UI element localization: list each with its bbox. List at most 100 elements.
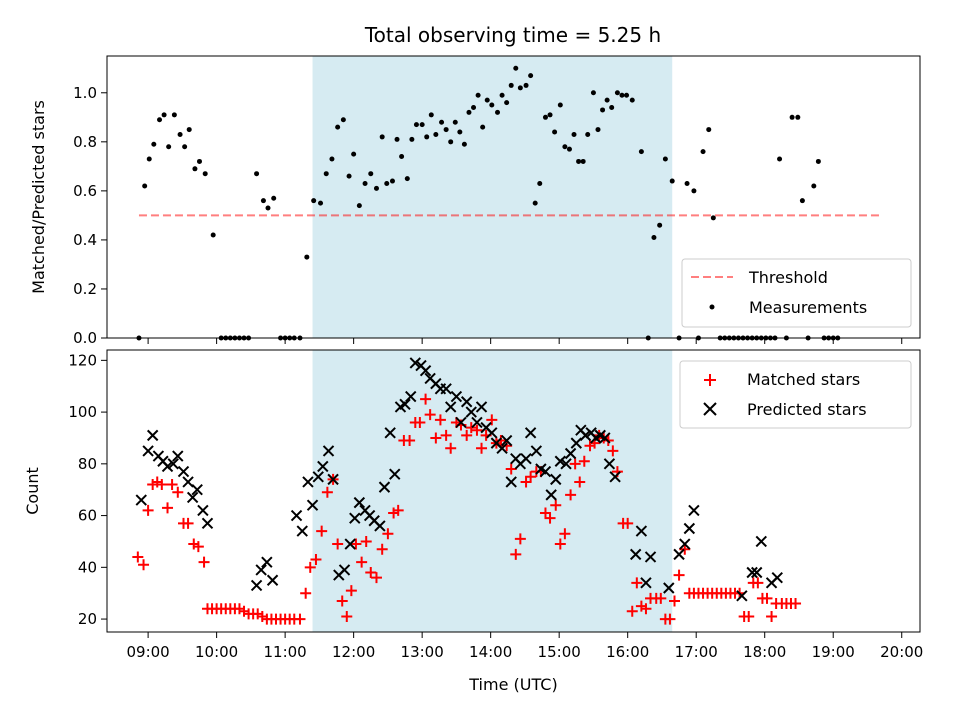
- predicted-star-point: [673, 548, 685, 561]
- matched-star-point: [404, 435, 416, 447]
- predicted-star-point: [344, 538, 356, 550]
- predicted-star-point: [135, 494, 147, 506]
- matched-star-point: [156, 479, 168, 491]
- predicted-star-point: [306, 499, 319, 511]
- predicted-star-point: [405, 390, 417, 403]
- top-ytick-label: 0.6: [73, 182, 97, 200]
- bottom-xtick-label: 17:00: [675, 643, 718, 661]
- measurement-point: [475, 92, 481, 98]
- measurement-point: [795, 114, 801, 120]
- measurement-point: [186, 127, 192, 133]
- predicted-star-point: [261, 556, 273, 568]
- measurement-point: [368, 171, 374, 177]
- predicted-star-point: [172, 450, 184, 462]
- top-legend-box: [681, 258, 912, 328]
- measurement-point: [254, 171, 260, 177]
- measurement-point: [404, 176, 410, 182]
- measurement-point: [537, 181, 543, 187]
- predicted-star-point: [167, 458, 179, 470]
- matched-star-point: [192, 541, 204, 553]
- measurement-point: [517, 85, 523, 91]
- predicted-star-point: [296, 525, 308, 537]
- matched-star-point: [766, 610, 778, 622]
- predicted-star-point: [755, 535, 767, 548]
- measurement-point: [600, 107, 606, 113]
- measurement-point: [471, 104, 477, 110]
- matched-star-point: [505, 463, 517, 475]
- measurement-point: [192, 166, 198, 172]
- measurement-point: [413, 122, 419, 128]
- measurement-point: [609, 104, 615, 110]
- measurement-point: [346, 173, 352, 179]
- measurement-point: [604, 97, 610, 103]
- matched-star-point: [392, 504, 404, 516]
- measurement-point: [466, 109, 472, 115]
- matched-star-point: [198, 556, 210, 568]
- predicted-star-point: [635, 525, 648, 537]
- measurement-point: [777, 156, 783, 162]
- predicted-star-point: [554, 455, 567, 467]
- measurement-point: [528, 73, 534, 79]
- matched-star-point: [664, 613, 676, 625]
- measurement-point: [789, 114, 795, 120]
- matched-star-point: [332, 538, 344, 550]
- measurement-point: [590, 90, 596, 96]
- matched-star-point: [321, 486, 333, 498]
- measurement-point: [461, 141, 467, 147]
- measurement-point: [335, 124, 341, 130]
- predicted-star-point: [255, 564, 267, 576]
- matched-star-point: [132, 551, 144, 563]
- measurement-point: [260, 198, 266, 204]
- bottom-y-axis: 20 40 60 80 100 120: [68, 351, 107, 628]
- matched-star-point: [424, 409, 436, 421]
- measurement-point: [351, 151, 357, 157]
- predicted-star-point: [399, 398, 411, 411]
- top-shaded-interval: [312, 56, 673, 338]
- matched-star-point: [574, 476, 586, 488]
- matched-star-point: [445, 442, 457, 454]
- measurement-point: [585, 131, 591, 137]
- matched-star-point: [294, 613, 306, 625]
- predicted-star-point: [450, 390, 463, 403]
- matched-star-point: [465, 422, 477, 434]
- measurement-point: [443, 127, 449, 133]
- measurement-point: [629, 97, 635, 103]
- measurement-point: [484, 97, 490, 103]
- measurement-point: [566, 146, 572, 152]
- matched-star-point: [476, 442, 488, 454]
- predicted-star-point: [475, 401, 488, 413]
- measurement-point: [452, 119, 458, 125]
- predicted-star-point: [250, 579, 263, 592]
- bottom-ytick-label: 20: [78, 610, 97, 628]
- matched-star-point: [420, 393, 432, 405]
- measurement-point: [271, 195, 277, 201]
- predicted-star-point: [524, 427, 537, 439]
- top-ytick-label: 0.0: [73, 329, 97, 347]
- matched-star-point: [304, 561, 316, 573]
- matched-star-point: [182, 517, 194, 529]
- matched-star-point: [430, 432, 442, 444]
- matched-star-point: [669, 595, 681, 607]
- bottom-y-label: Count: [23, 467, 42, 515]
- measurement-point: [424, 134, 430, 140]
- measurement-point: [439, 119, 445, 125]
- matched-star-point: [365, 566, 377, 578]
- bottom-xtick-label: 16:00: [606, 643, 649, 661]
- measurement-point: [508, 82, 514, 88]
- measurement-point: [547, 112, 553, 118]
- matched-star-point: [172, 486, 184, 498]
- bottom-x-axis: 09:00 10:00 11:00 12:00 13:00 14:00 15:00 16:00…: [126, 632, 923, 661]
- predicted-star-point: [322, 445, 335, 457]
- predicted-star-point: [609, 471, 621, 483]
- measurement-point: [428, 112, 434, 118]
- top-ytick-label: 0.4: [73, 231, 97, 249]
- predicted-star-point: [290, 509, 303, 522]
- predicted-star-point: [378, 481, 391, 493]
- matched-star-point: [316, 525, 328, 537]
- matched-star-point: [578, 455, 590, 467]
- predicted-star-point: [505, 476, 517, 488]
- predicted-star-point: [539, 465, 552, 478]
- measurement-point: [318, 200, 324, 206]
- measurement-point: [171, 112, 177, 118]
